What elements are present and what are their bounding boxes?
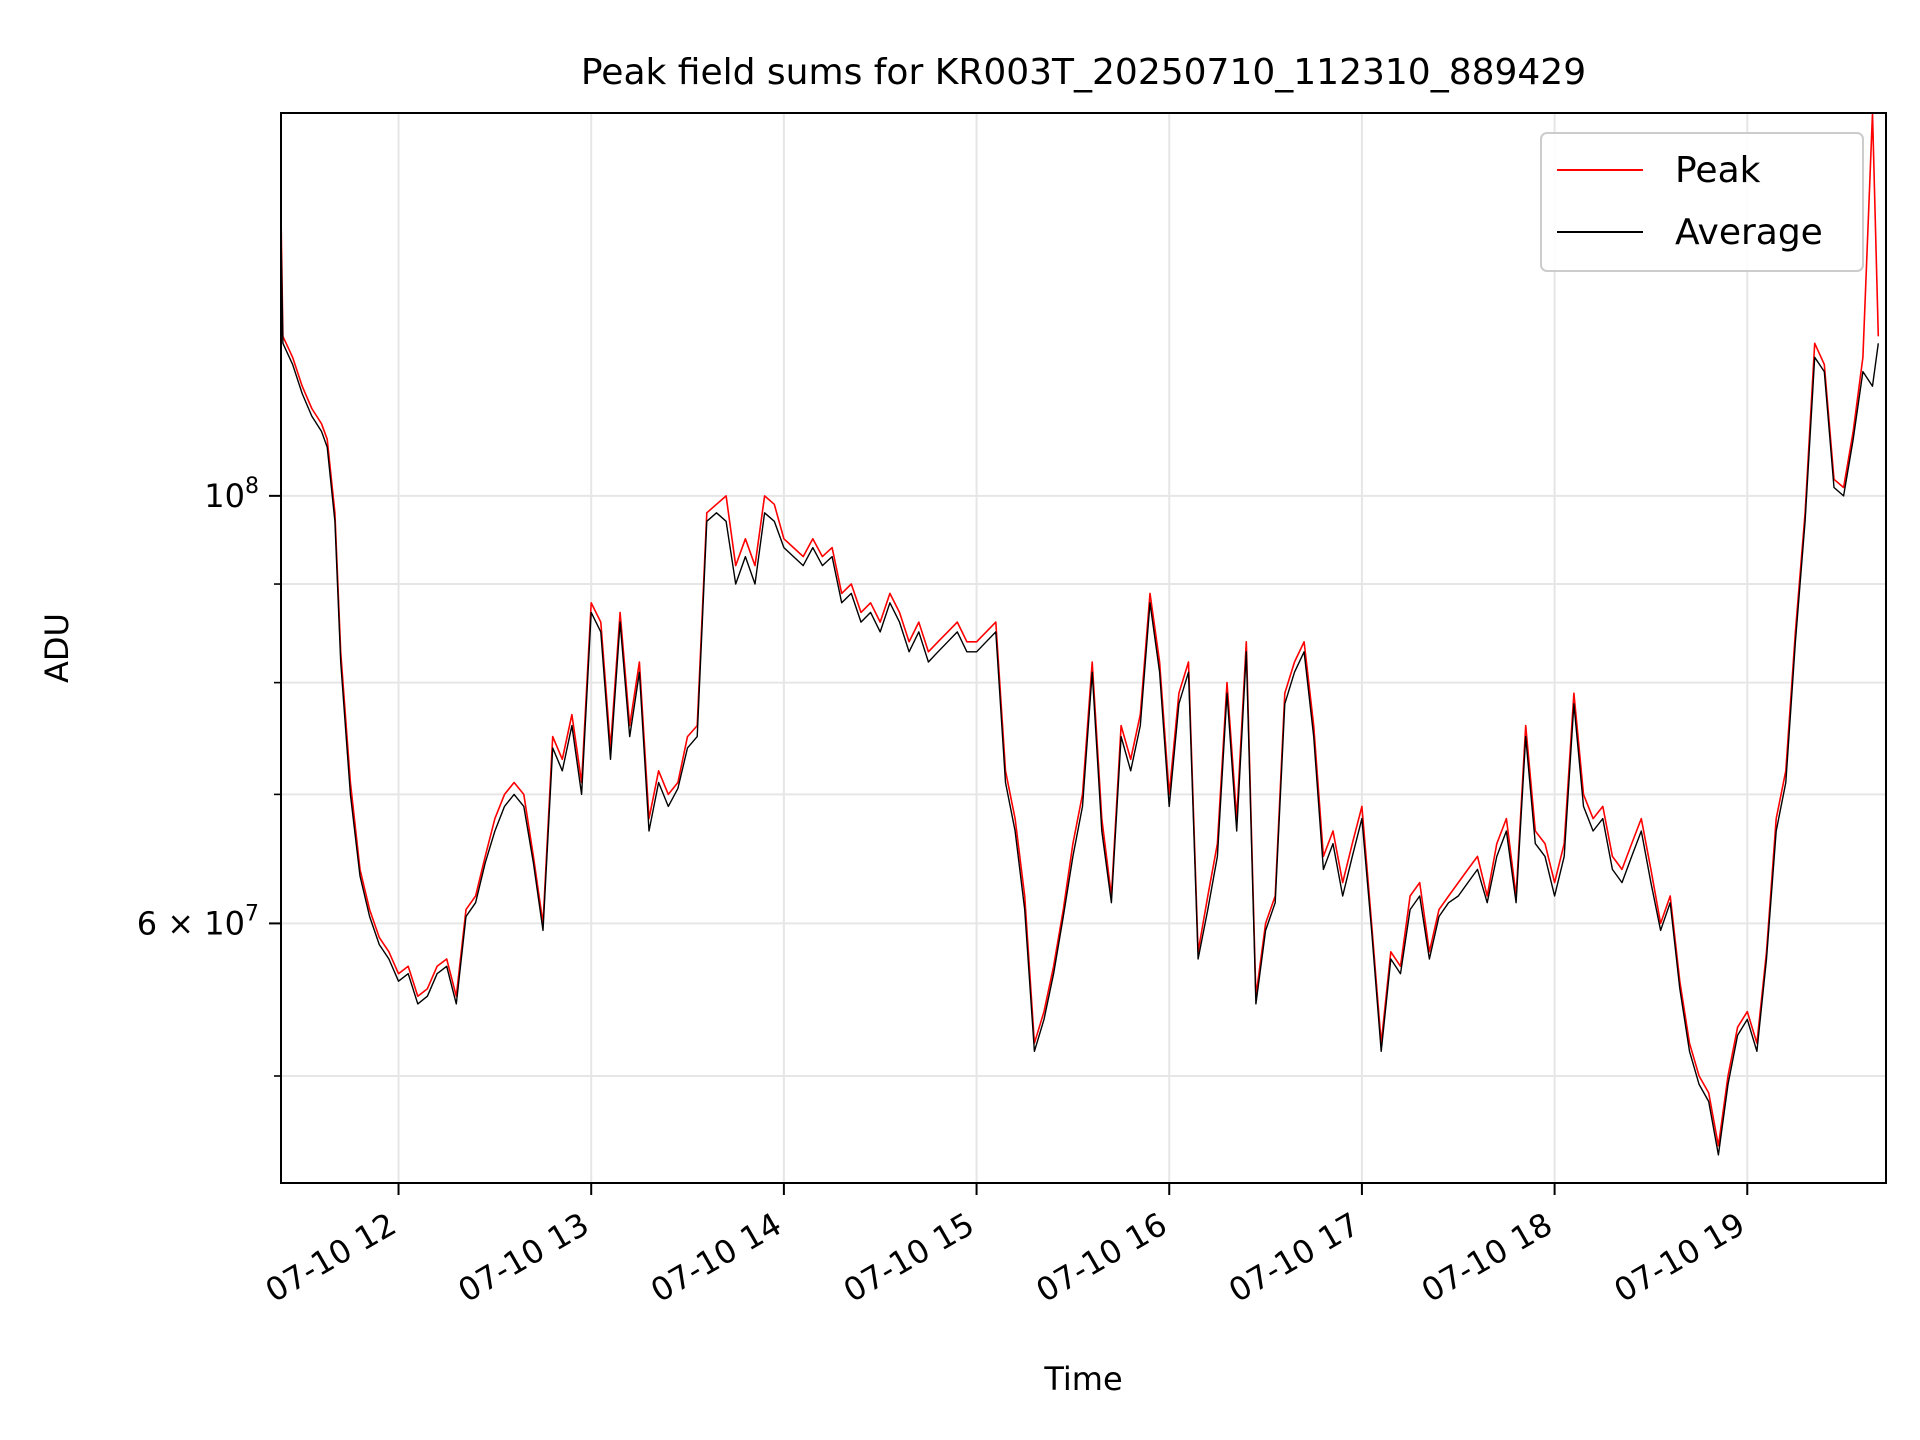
legend-label-peak: Peak (1675, 150, 1761, 191)
y-tick-label-exponent: 7 (245, 901, 259, 926)
y-tick-label-base: 6 × 10 (137, 904, 245, 942)
legend-frame (1540, 132, 1864, 272)
y-tick-label: 6 × 107 (137, 901, 259, 942)
series-line-average (281, 232, 1879, 1156)
x-axis-label: Time (1043, 1360, 1122, 1398)
legend: Peak Average (1540, 132, 1864, 272)
y-axis-label: ADU (38, 613, 76, 683)
plot-frame (280, 112, 1887, 1184)
grid (281, 113, 1886, 1183)
y-tick-label: 108 (204, 474, 259, 515)
chart-title: Peak field sums for KR003T_20250710_1123… (581, 52, 1586, 93)
y-tick-label-base: 10 (204, 477, 245, 515)
series-layer (281, 113, 1880, 1156)
legend-label-average: Average (1675, 212, 1823, 253)
y-tick-label-exponent: 8 (245, 474, 259, 499)
series-line-peak (281, 113, 1880, 1147)
